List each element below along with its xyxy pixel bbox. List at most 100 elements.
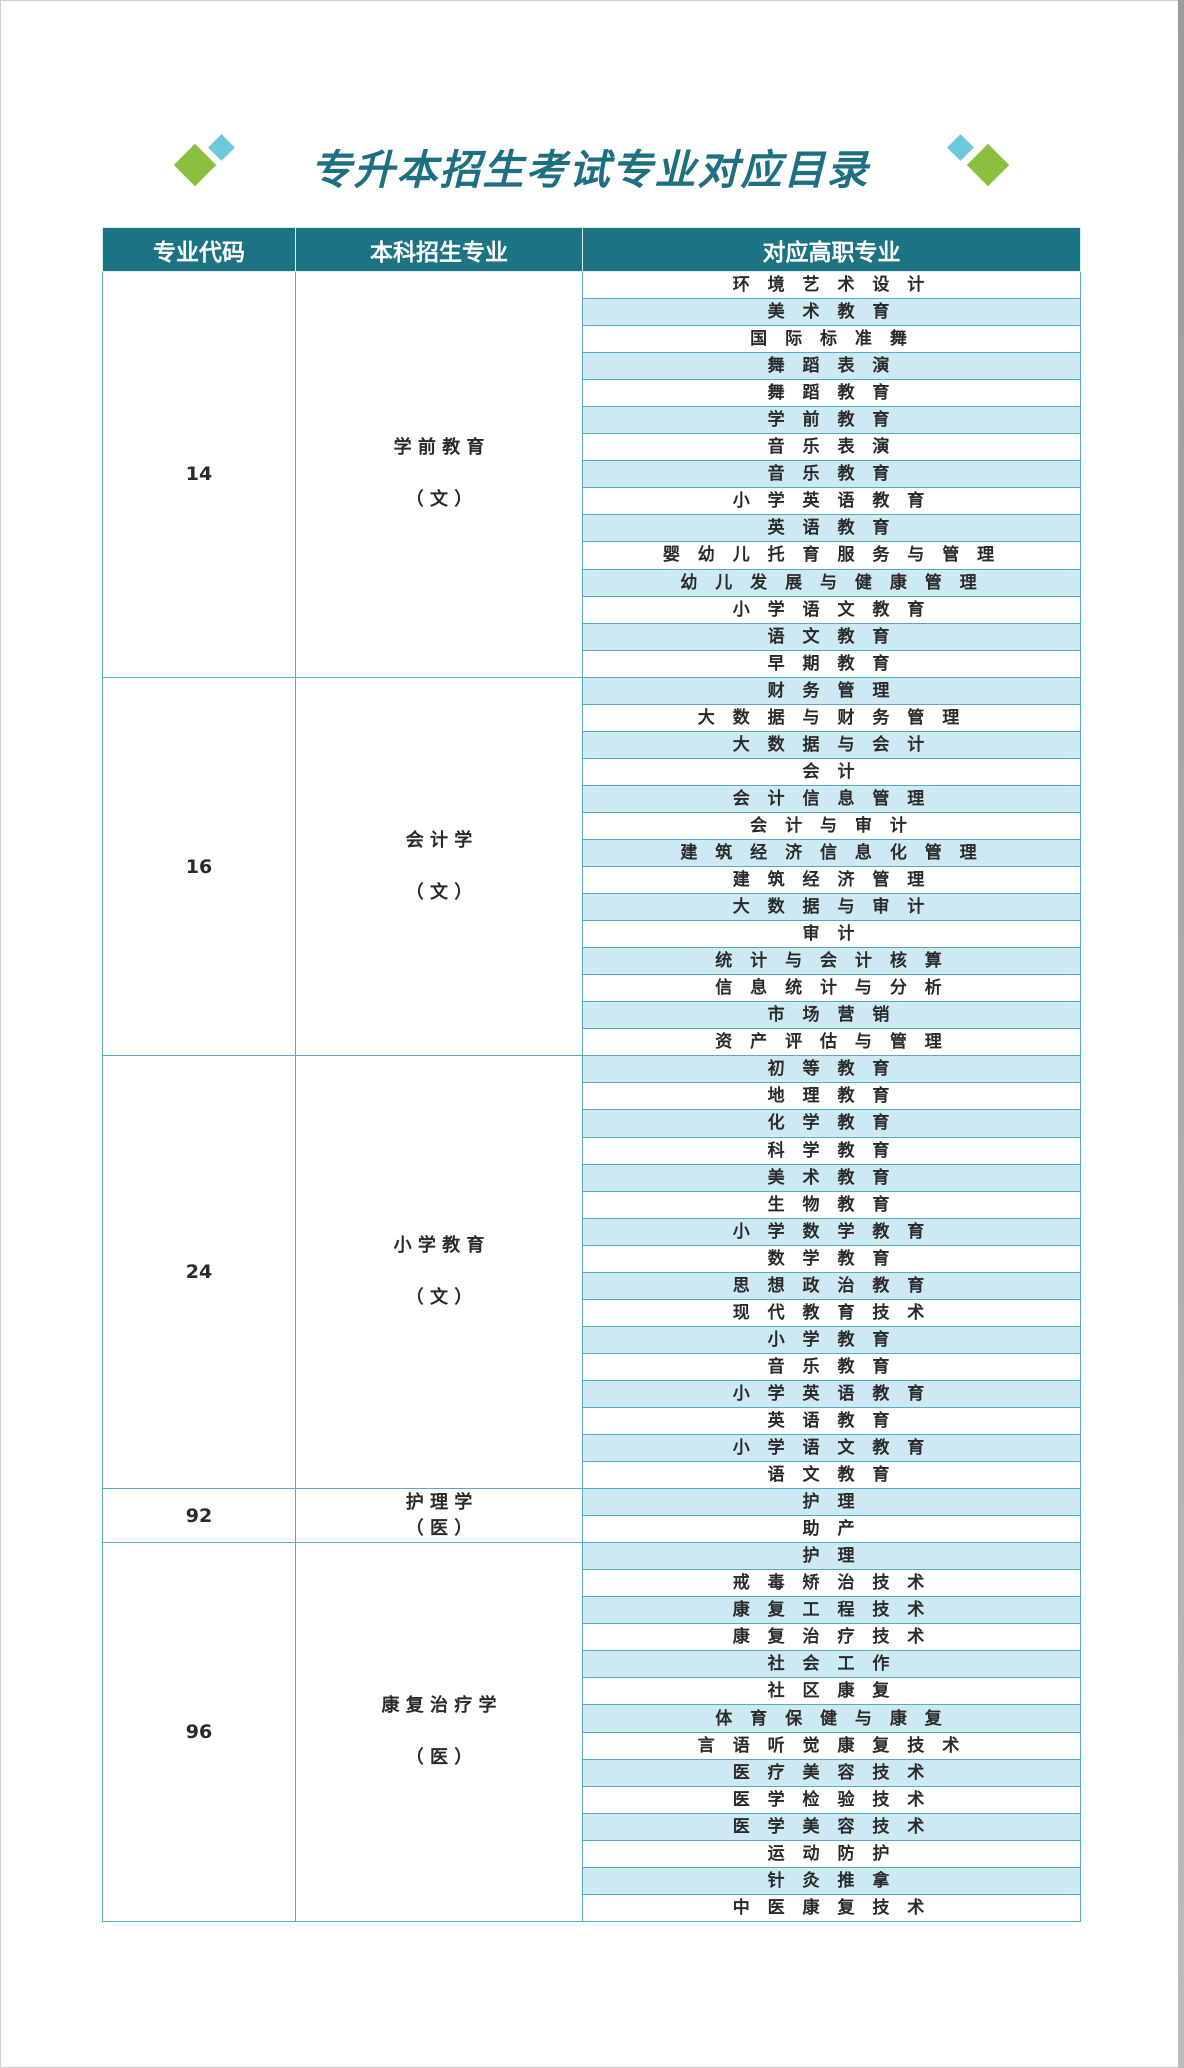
- table-row: 14 学 前 教 育 （ 文 ） 环 境 艺 术 设 计: [102, 270, 1081, 678]
- vocational-major-cell: 护 理: [582, 1488, 1081, 1517]
- right-blue-diamond-icon: [947, 134, 974, 161]
- vocational-major-cell: 小 学 英 语 教 育: [582, 1379, 1081, 1408]
- table-row: 小 学 教 育: [103, 1325, 1081, 1354]
- major-name: 小 学 教 育: [393, 1235, 485, 1257]
- vocational-major-cell: 小 学 数 学 教 育: [582, 1217, 1081, 1246]
- vocational-major-cell: 大 数 据 与 会 计: [582, 730, 1081, 759]
- major-name: 护 理 学: [405, 1491, 473, 1513]
- major-category: （ 医 ）: [405, 1747, 473, 1769]
- table-row: 小 学 语 文 教 育: [103, 595, 1081, 624]
- major-name-cell: 小 学 教 育 （ 文 ）: [295, 1055, 583, 1490]
- vocational-major-cell: 国 际 标 准 舞: [582, 325, 1081, 354]
- table-row: 戒 毒 矫 治 技 术: [103, 1569, 1081, 1598]
- major-name-cell: 学 前 教 育 （ 文 ）: [295, 271, 583, 678]
- table-row: 统 计 与 会 计 核 算: [103, 947, 1081, 976]
- vocational-major-cell: 科 学 教 育: [582, 1136, 1081, 1165]
- table-row: 音 乐 教 育: [103, 460, 1081, 489]
- vocational-major-cell: 体 育 保 健 与 康 复: [582, 1704, 1081, 1733]
- table-row: 言 语 听 觉 康 复 技 术: [103, 1731, 1081, 1760]
- major-code-cell: 16: [102, 676, 296, 1057]
- table-row: 24 小 学 教 育 （ 文 ） 初 等 教 育: [102, 1055, 1081, 1490]
- vocational-major-cell: 小 学 教 育: [582, 1325, 1081, 1354]
- page-edge-shadow: [1178, 0, 1184, 2068]
- major-code-cell: 14: [102, 271, 296, 678]
- table-row: 生 物 教 育: [103, 1190, 1081, 1219]
- vocational-major-cell: 学 前 教 育: [582, 406, 1081, 435]
- vocational-major-cell: 音 乐 教 育: [582, 1352, 1081, 1381]
- vocational-major-cell: 小 学 英 语 教 育: [582, 487, 1081, 516]
- table-row: 96 康 复 治 疗 学 （ 医 ） 护 理: [102, 1542, 1081, 1922]
- vocational-major-cell: 会 计 与 审 计: [582, 811, 1081, 840]
- table-row: 康 复 工 程 技 术: [103, 1596, 1081, 1625]
- major-name: 学 前 教 育: [393, 437, 485, 459]
- vocational-major-cell: 财 务 管 理: [582, 676, 1081, 705]
- table-row: 音 乐 表 演: [103, 433, 1081, 462]
- vocational-major-cell: 戒 毒 矫 治 技 术: [582, 1569, 1081, 1598]
- vocational-major-cell: 舞 蹈 教 育: [582, 379, 1081, 408]
- table-row: 思 想 政 治 教 育: [103, 1271, 1081, 1300]
- table-row: 数 学 教 育: [103, 1244, 1081, 1273]
- vocational-major-cell: 康 复 工 程 技 术: [582, 1596, 1081, 1625]
- vocational-major-cell: 大 数 据 与 审 计: [582, 893, 1081, 922]
- vocational-major-cell: 美 术 教 育: [582, 298, 1081, 327]
- table-row: 幼 儿 发 展 与 健 康 管 理: [103, 568, 1081, 597]
- left-blue-diamond-icon: [208, 134, 235, 161]
- vocational-major-cell: 护 理: [582, 1542, 1081, 1571]
- table-row: 学 前 教 育: [103, 406, 1081, 435]
- table-row: 早 期 教 育: [103, 649, 1081, 678]
- vocational-major-cell: 化 学 教 育: [582, 1109, 1081, 1138]
- table-row: 中 医 康 复 技 术: [103, 1893, 1081, 1922]
- table-row: 小 学 英 语 教 育: [103, 1379, 1081, 1408]
- table-row: 社 区 康 复: [103, 1677, 1081, 1706]
- major-code-cell: 92: [102, 1488, 296, 1544]
- table-row: 针 灸 推 拿: [103, 1866, 1081, 1895]
- vocational-major-cell: 社 区 康 复: [582, 1677, 1081, 1706]
- table-row: 婴 幼 儿 托 育 服 务 与 管 理: [103, 541, 1081, 570]
- header-row: 专业代码 本科招生专业 对应高职专业: [102, 227, 1081, 272]
- vocational-major-cell: 初 等 教 育: [582, 1055, 1081, 1084]
- table-row: 审 计: [103, 920, 1081, 949]
- table-row: 音 乐 教 育: [103, 1352, 1081, 1381]
- vocational-major-cell: 会 计: [582, 757, 1081, 786]
- vocational-major-cell: 大 数 据 与 财 务 管 理: [582, 703, 1081, 732]
- table-row: 地 理 教 育: [103, 1082, 1081, 1111]
- vocational-major-cell: 建 筑 经 济 信 息 化 管 理: [582, 838, 1081, 868]
- vocational-major-cell: 语 文 教 育: [582, 1461, 1081, 1490]
- header-vocational: 对应高职专业: [582, 227, 1081, 272]
- vocational-major-cell: 英 语 教 育: [582, 1406, 1081, 1436]
- table-row: 美 术 教 育: [103, 1163, 1081, 1192]
- major-category: （ 文 ）: [405, 881, 473, 903]
- vocational-major-cell: 助 产: [582, 1515, 1081, 1544]
- major-code-cell: 24: [102, 1055, 296, 1490]
- vocational-major-cell: 针 灸 推 拿: [582, 1866, 1081, 1895]
- vocational-major-cell: 建 筑 经 济 管 理: [582, 866, 1081, 895]
- table-row: 信 息 统 计 与 分 析: [103, 974, 1081, 1003]
- table-row: 语 文 教 育: [103, 622, 1081, 651]
- table-row: 舞 蹈 教 育: [103, 379, 1081, 408]
- vocational-major-cell: 医 学 检 验 技 术: [582, 1785, 1081, 1814]
- table-row: 会 计 信 息 管 理: [103, 784, 1081, 813]
- vocational-major-cell: 幼 儿 发 展 与 健 康 管 理: [582, 568, 1081, 597]
- table-row: 舞 蹈 表 演: [103, 352, 1081, 381]
- major-category: （ 文 ）: [405, 1287, 473, 1309]
- vocational-major-cell: 会 计 信 息 管 理: [582, 784, 1081, 813]
- vocational-major-cell: 统 计 与 会 计 核 算: [582, 947, 1081, 976]
- vocational-major-cell: 信 息 统 计 与 分 析: [582, 974, 1081, 1003]
- vocational-major-cell: 市 场 营 销: [582, 1001, 1081, 1030]
- major-category: （ 医 ）: [405, 1517, 473, 1539]
- header-code: 专业代码: [102, 227, 296, 272]
- vocational-major-cell: 小 学 语 文 教 育: [582, 595, 1081, 624]
- table-row: 医 学 检 验 技 术: [103, 1785, 1081, 1814]
- vocational-major-cell: 英 语 教 育: [582, 514, 1081, 543]
- table-row: 现 代 教 育 技 术: [103, 1298, 1081, 1327]
- vocational-major-cell: 社 会 工 作: [582, 1650, 1081, 1679]
- vocational-major-cell: 音 乐 教 育: [582, 460, 1081, 489]
- vocational-major-cell: 资 产 评 估 与 管 理: [582, 1028, 1081, 1057]
- vocational-major-cell: 美 术 教 育: [582, 1163, 1081, 1192]
- table-row: 康 复 治 疗 技 术: [103, 1623, 1081, 1652]
- header-major: 本科招生专业: [295, 227, 583, 272]
- vocational-major-cell: 音 乐 表 演: [582, 433, 1081, 462]
- table-row: 会 计: [103, 757, 1081, 786]
- vocational-major-cell: 数 学 教 育: [582, 1244, 1081, 1273]
- major-name-cell: 会 计 学 （ 文 ）: [295, 676, 583, 1057]
